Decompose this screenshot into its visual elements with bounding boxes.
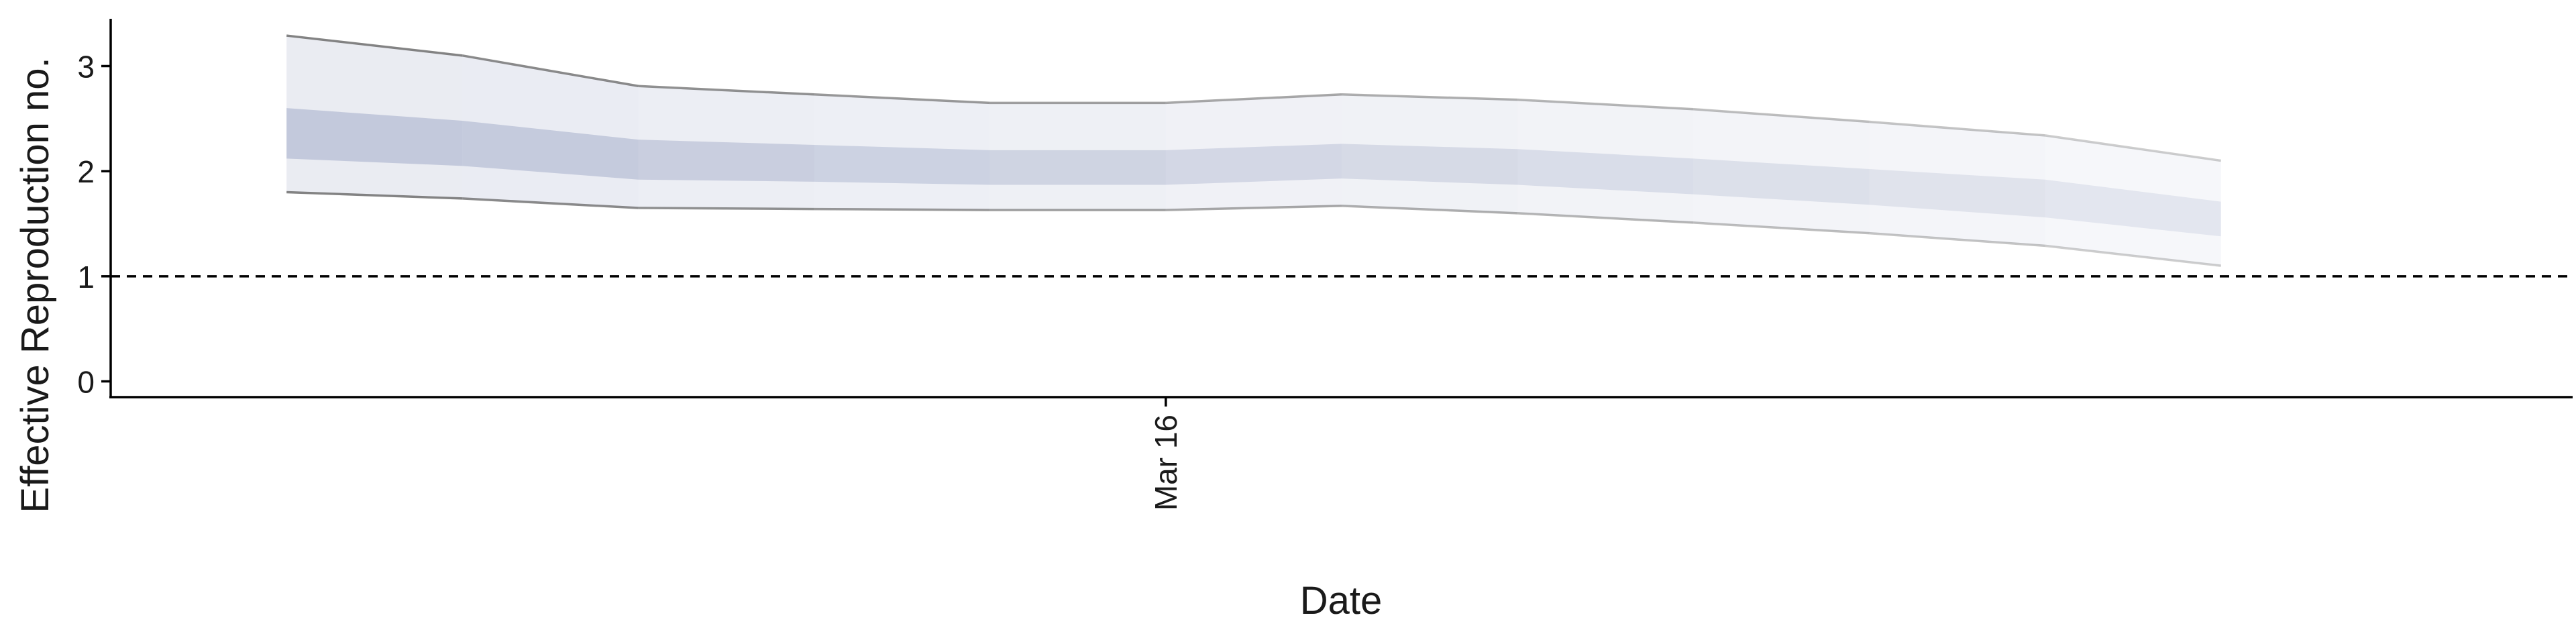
inner-band-segment bbox=[814, 145, 990, 185]
y-axis-ticks: 0 1 2 3 bbox=[77, 50, 111, 400]
outer-lower-bound-segment bbox=[1869, 231, 2045, 248]
outer-band-segment bbox=[462, 55, 639, 208]
outer-upper-bound-segment bbox=[286, 34, 463, 57]
outer-upper-bound-segment bbox=[1693, 107, 1870, 123]
outer-lower-bound-segment bbox=[1517, 212, 1694, 224]
outer-band-segment bbox=[638, 86, 814, 209]
outer-upper-bound-segment bbox=[1517, 98, 1694, 111]
outer-upper-bound-segment bbox=[814, 93, 990, 105]
inner-band-segment bbox=[2045, 179, 2221, 237]
x-axis-ticks: Mar 16 bbox=[1148, 397, 1183, 511]
y-tick-label: 1 bbox=[77, 260, 95, 294]
outer-lower-bound-segment bbox=[286, 191, 463, 200]
outer-band-segment bbox=[1693, 109, 1870, 233]
outer-upper-bound-segment bbox=[1341, 93, 1518, 101]
outer-lower-bound-segment bbox=[1341, 205, 1518, 215]
inner-band-segment bbox=[989, 150, 1166, 185]
outer-band-segment bbox=[989, 103, 1166, 211]
inner-band-segment bbox=[462, 120, 639, 180]
outer-upper-bound-segment bbox=[2045, 134, 2221, 162]
outer-lower-bound-segment bbox=[2045, 244, 2221, 267]
outer-lower-bound-segment bbox=[638, 207, 814, 211]
inner-band-segment bbox=[1165, 144, 1342, 185]
inner-band-segment bbox=[1517, 149, 1694, 195]
outer-band-segment bbox=[814, 94, 990, 211]
y-tick-label: 3 bbox=[77, 50, 95, 85]
outer-band-segment bbox=[1342, 94, 1518, 213]
outer-lower-bound-segment bbox=[462, 197, 639, 209]
outer-upper-bound-segment bbox=[1869, 120, 2045, 137]
outer-upper-bound-segment bbox=[1165, 93, 1342, 105]
y-tick-label: 0 bbox=[77, 365, 95, 400]
y-tick-label: 2 bbox=[77, 154, 95, 189]
outer-band-segment bbox=[1869, 121, 2045, 246]
credible-interval-bands bbox=[286, 36, 2221, 266]
inner-band-segment bbox=[1869, 169, 2045, 218]
outer-upper-bound-segment bbox=[462, 54, 639, 87]
outer-lower-bound-segment bbox=[1165, 205, 1342, 211]
outer-band-outlines bbox=[286, 34, 2221, 267]
x-tick-label: Mar 16 bbox=[1148, 415, 1183, 511]
outer-band-segment bbox=[286, 36, 463, 199]
y-axis-label: Effective Reproduction no. bbox=[13, 57, 57, 513]
inner-band-segment bbox=[1693, 158, 1870, 205]
inner-band-segment bbox=[638, 140, 814, 182]
outer-upper-bound-segment bbox=[638, 85, 814, 96]
x-axis-label: Date bbox=[1300, 579, 1383, 623]
outer-band-segment bbox=[1165, 94, 1342, 211]
outer-lower-bound-segment bbox=[1693, 221, 1870, 235]
outer-band-segment bbox=[1517, 99, 1694, 223]
inner-band-segment bbox=[1342, 144, 1518, 185]
inner-band-segment bbox=[286, 108, 463, 166]
outer-band-segment bbox=[2045, 135, 2221, 266]
outer-lower-bound-segment bbox=[814, 207, 990, 211]
